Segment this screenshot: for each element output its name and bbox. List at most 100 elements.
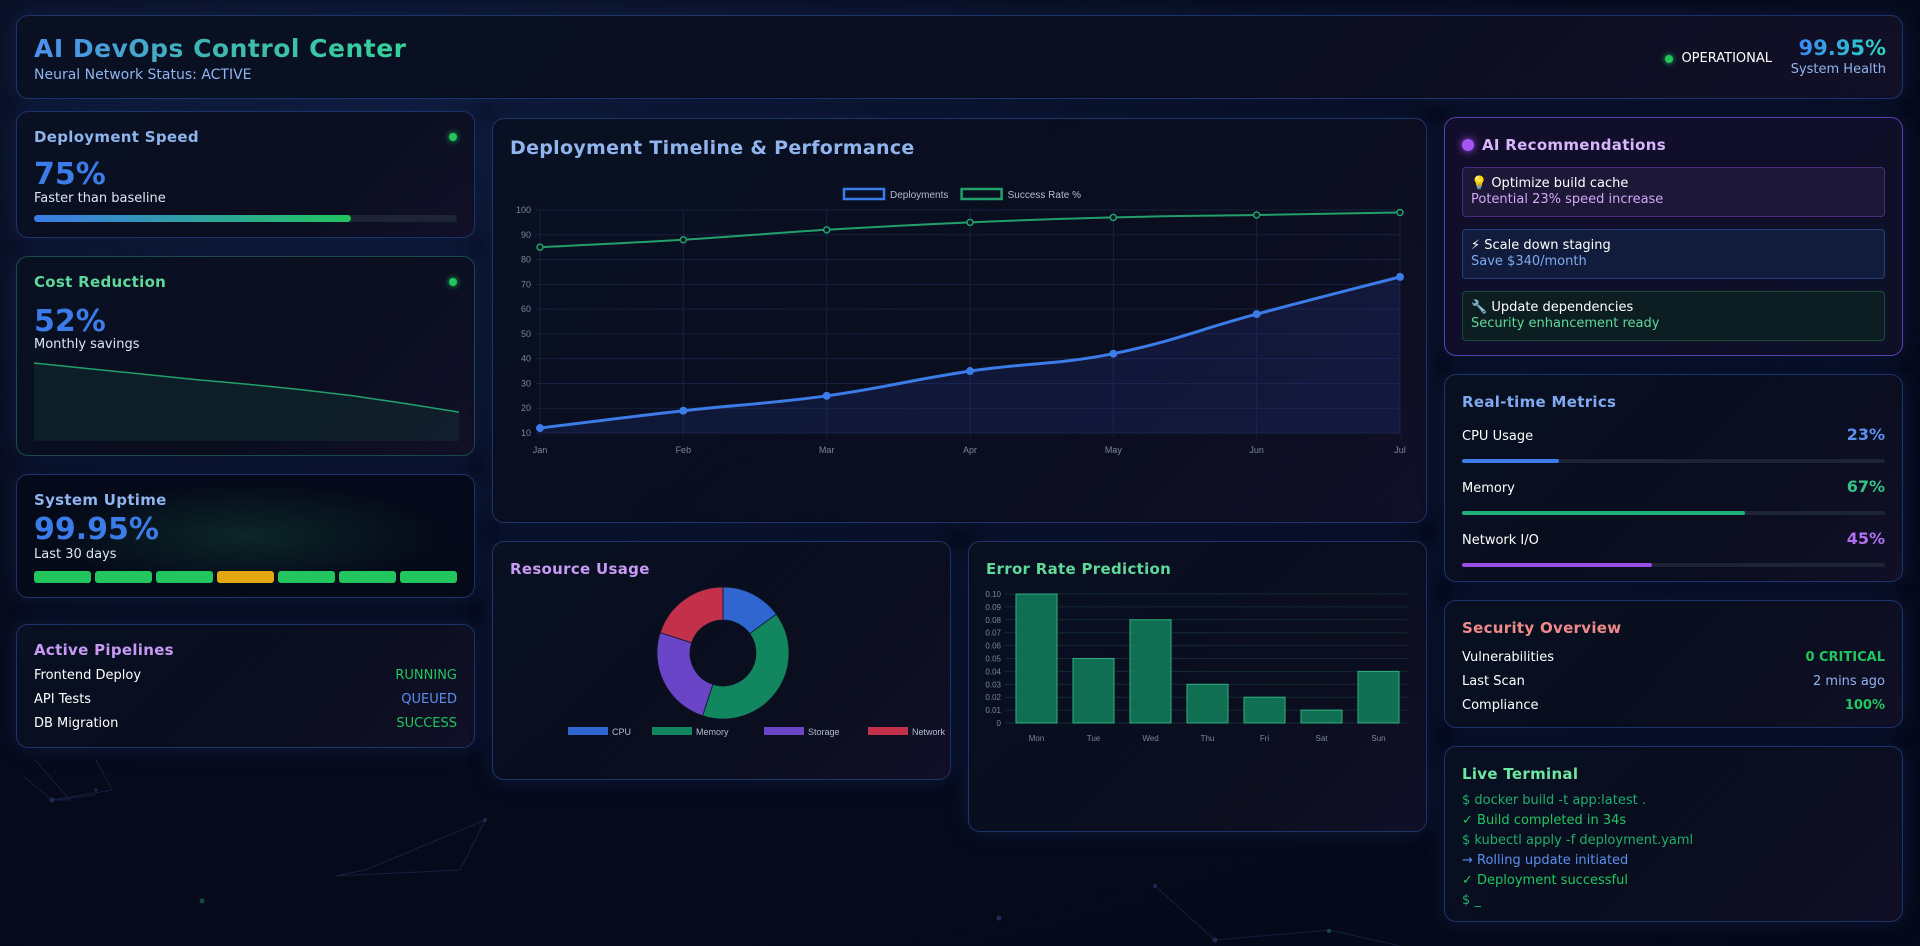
svg-text:Thu: Thu — [1201, 734, 1215, 743]
svg-text:May: May — [1105, 445, 1123, 455]
cpu-progress-bar — [1462, 459, 1885, 463]
metric-name: Network I/O — [1462, 533, 1539, 548]
uptime-segment — [400, 571, 457, 583]
svg-text:60: 60 — [521, 304, 531, 314]
operational-status: OPERATIONAL — [1665, 51, 1772, 66]
recommendation-item[interactable]: 💡 Optimize build cache Potential 23% spe… — [1462, 167, 1885, 217]
svg-text:CPU: CPU — [612, 727, 631, 737]
svg-text:Feb: Feb — [676, 445, 692, 455]
security-label: Last Scan — [1462, 674, 1525, 689]
lightbulb-icon: 💡 — [1471, 176, 1488, 191]
uptime-segment — [217, 571, 274, 583]
metric-value: 52% — [34, 304, 106, 339]
pipeline-row[interactable]: API Tests QUEUED — [34, 692, 457, 707]
card-title: Active Pipelines — [34, 641, 174, 659]
pipeline-name: Frontend Deploy — [34, 668, 142, 683]
chart-title: Error Rate Prediction — [986, 560, 1172, 578]
uptime-segment — [339, 571, 396, 583]
error-rate-card: Error Rate Prediction 0 0.01 0.02 0.03 0.04 0… — [968, 541, 1427, 832]
recommendation-title: 💡 Optimize build cache — [1471, 176, 1629, 191]
system-health: 99.95% System Health — [1791, 36, 1886, 77]
svg-text:0.03: 0.03 — [985, 680, 1001, 689]
network-progress-bar — [1462, 563, 1885, 567]
svg-text:0.05: 0.05 — [985, 655, 1001, 664]
security-label: Vulnerabilities — [1462, 650, 1554, 665]
system-uptime-card: System Uptime 99.95% Last 30 days — [16, 474, 475, 598]
svg-text:Network: Network — [912, 727, 946, 737]
metric-value: 45% — [1846, 529, 1885, 548]
system-health-value: 99.95% — [1791, 36, 1886, 60]
terminal-line: → Rolling update initiated — [1462, 853, 1629, 868]
card-title: Security Overview — [1462, 619, 1622, 637]
recommendation-title: ⚡ Scale down staging — [1471, 238, 1611, 253]
resource-donut-chart[interactable]: CPU Memory Storage Network — [493, 542, 952, 781]
last-scan-value: 2 mins ago — [1813, 674, 1885, 689]
progress-fill — [1462, 511, 1746, 515]
svg-text:100: 100 — [516, 205, 531, 215]
pipeline-row[interactable]: DB Migration SUCCESS — [34, 716, 457, 731]
status-dot-icon — [449, 133, 457, 141]
metric-name: Memory — [1462, 481, 1515, 496]
metric-caption: Faster than baseline — [34, 191, 166, 206]
uptime-segment — [95, 571, 152, 583]
recommendation-title: 🔧 Update dependencies — [1471, 300, 1634, 315]
svg-text:Wed: Wed — [1142, 734, 1158, 743]
header-bar: AI DevOps Control Center Neural Network … — [16, 15, 1903, 99]
svg-text:Fri: Fri — [1260, 734, 1270, 743]
metric-value: 75% — [34, 157, 106, 192]
card-title: Cost Reduction — [34, 273, 167, 291]
terminal-line: $ kubectl apply -f deployment.yaml — [1462, 833, 1694, 848]
svg-text:70: 70 — [521, 279, 531, 289]
svg-text:Jun: Jun — [1249, 445, 1264, 455]
recommendation-detail: Potential 23% speed increase — [1471, 192, 1664, 207]
svg-text:Sat: Sat — [1315, 734, 1328, 743]
memory-progress-bar — [1462, 511, 1885, 515]
active-pipelines-card: Active Pipelines Frontend Deploy RUNNING… — [16, 624, 475, 748]
app-title: AI DevOps Control Center — [34, 34, 407, 63]
svg-text:0.04: 0.04 — [985, 667, 1001, 676]
pipeline-name: DB Migration — [34, 716, 119, 731]
ai-recommendations-card: AI Recommendations 💡 Optimize build cach… — [1444, 117, 1903, 356]
svg-text:0.08: 0.08 — [985, 616, 1001, 625]
recommendation-item[interactable]: ⚡ Scale down staging Save $340/month — [1462, 229, 1885, 279]
svg-text:20: 20 — [521, 403, 531, 413]
metric-row-network: Network I/O 45% — [1462, 529, 1885, 548]
pipeline-status: SUCCESS — [396, 716, 457, 731]
security-label: Compliance — [1462, 698, 1539, 713]
compliance-value: 100% — [1844, 698, 1885, 713]
uptime-segment — [156, 571, 213, 583]
svg-text:0.02: 0.02 — [985, 693, 1001, 702]
metric-caption: Monthly savings — [34, 337, 140, 352]
neural-network-status: Neural Network Status: ACTIVE — [34, 67, 252, 83]
pipeline-row[interactable]: Frontend Deploy RUNNING — [34, 668, 457, 683]
svg-text:Tue: Tue — [1087, 734, 1101, 743]
recommendation-detail: Save $340/month — [1471, 254, 1587, 269]
metric-row-cpu: CPU Usage 23% — [1462, 425, 1885, 444]
security-overview-card: Security Overview Vulnerabilities 0 CRIT… — [1444, 600, 1903, 728]
metric-caption: Last 30 days — [34, 547, 117, 562]
deployment-line-chart[interactable]: 10 20 30 40 50 60 70 80 90 100 Jan Feb Mar Apr May Jun J… — [493, 119, 1428, 524]
error-rate-bar-chart[interactable]: 0 0.01 0.02 0.03 0.04 0.05 0.06 0.07 0.08 0.09 0.1… — [969, 542, 1428, 833]
progress-fill — [1462, 459, 1560, 463]
pipeline-status: QUEUED — [401, 692, 457, 707]
terminal-prompt[interactable]: $ _ — [1462, 893, 1481, 908]
live-terminal-card: Live Terminal $ docker build -t app:late… — [1444, 746, 1903, 922]
cost-reduction-card: Cost Reduction 52% Monthly savings — [16, 256, 475, 456]
metric-value: 99.95% — [34, 512, 159, 547]
lightning-icon: ⚡ — [1471, 238, 1481, 253]
metric-value: 23% — [1846, 425, 1885, 444]
svg-text:30: 30 — [521, 378, 531, 388]
status-dot-icon — [1665, 54, 1674, 63]
svg-text:Mar: Mar — [819, 445, 835, 455]
metric-row-memory: Memory 67% — [1462, 477, 1885, 496]
realtime-metrics-card: Real-time Metrics CPU Usage 23% Memory 6… — [1444, 374, 1903, 582]
svg-text:Mon: Mon — [1029, 734, 1045, 743]
speed-progress-bar — [34, 215, 457, 222]
chart-title: Deployment Timeline & Performance — [510, 137, 915, 159]
svg-text:0: 0 — [997, 719, 1002, 728]
recommendation-item[interactable]: 🔧 Update dependencies Security enhanceme… — [1462, 291, 1885, 341]
svg-text:Memory: Memory — [696, 727, 729, 737]
svg-text:80: 80 — [521, 255, 531, 265]
card-title: AI Recommendations — [1482, 136, 1666, 154]
vulnerabilities-value: 0 CRITICAL — [1805, 650, 1885, 665]
